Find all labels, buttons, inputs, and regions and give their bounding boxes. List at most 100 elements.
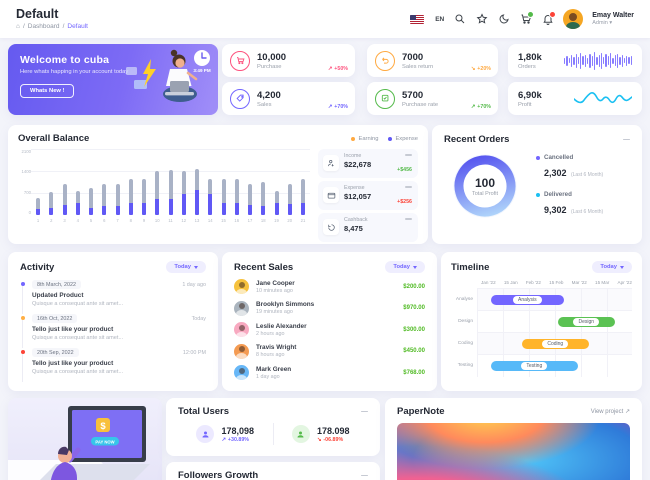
activity-item: 20th Sep, 2022 12:00 PM Tello just like … — [20, 348, 206, 382]
sales-icon — [230, 88, 250, 109]
sales-filter-dropdown[interactable]: Today — [385, 261, 425, 273]
balance-bar: 15 — [221, 149, 227, 223]
profit-label: Profit — [518, 101, 532, 108]
sale-row: Leslie Alexander 2 hours ago $300.00 — [234, 322, 425, 337]
sales-return-icon — [375, 50, 395, 71]
welcome-illustration: 3:49 PM — [126, 49, 211, 102]
user-avatar[interactable] — [563, 9, 584, 29]
balance-bars: 1 2 3 4 5 6 7 8 9 10 11 12 13 14 15 16 17 18 19 20 21 — [31, 149, 310, 223]
timeline-card: Timeline Today Jan '22 15 Jan Feb '22 15 Fe… — [441, 252, 642, 391]
overall-balance-card: Overall Balance Earning Expense 2100 1400… — [8, 125, 428, 244]
balance-bar: 20 — [287, 149, 293, 223]
language-label[interactable]: EN — [435, 15, 445, 23]
profit-sparkline — [574, 91, 632, 103]
sale-row: Travis Wright 8 hours ago $450.00 — [234, 343, 425, 359]
gantt-row: Testing Testing — [451, 353, 632, 377]
welcome-subtitle: Here whats happing in your account today — [20, 69, 129, 75]
trend-down-icon: ↘ — [470, 66, 476, 72]
gantt-bar: Analysis — [490, 294, 564, 305]
language-flag-icon[interactable] — [410, 14, 425, 24]
delivered-dot — [536, 192, 540, 197]
activity-when: 12:00 PM — [182, 349, 206, 356]
home-icon[interactable]: ⌂ — [16, 23, 20, 31]
cart-icon[interactable] — [519, 10, 535, 26]
dollar-icon: $ — [100, 421, 106, 432]
notification-badge — [549, 10, 557, 18]
welcome-title: Welcome to cuba — [20, 54, 110, 66]
moon-icon[interactable] — [497, 13, 510, 26]
stat-trend-badge: ↘ +20% — [470, 66, 491, 72]
followers-growth-card: Followers Growth — [166, 462, 380, 480]
balance-bar: 8 — [128, 149, 134, 223]
activity-filter-dropdown[interactable]: Today — [166, 261, 206, 273]
card-menu-icon[interactable] — [623, 138, 630, 141]
pay-now-button-label: PAY NOW — [95, 439, 114, 444]
chevron-down-icon — [194, 265, 198, 269]
stat-card: 5700 Purchase rate ↗ +70% — [367, 82, 498, 115]
user-menu[interactable]: Emay Walter Admin ▾ — [592, 12, 634, 26]
legend-cancelled: Cancelled 2,302 (Last 6 Month) — [536, 154, 603, 181]
card-menu-icon[interactable] — [361, 474, 368, 477]
purchase-icon — [230, 50, 250, 71]
breadcrumb-current: Default — [67, 23, 88, 31]
activity-title: Tello just like your product — [32, 360, 114, 367]
page-title: Default — [16, 6, 59, 21]
timeline-filter-dropdown[interactable]: Today — [592, 261, 632, 273]
activity-item: 16th Oct, 2022 Today Tello just like you… — [20, 314, 206, 348]
donut-center: 100 Total Profit — [452, 153, 518, 219]
balance-bar: 9 — [141, 149, 147, 223]
activity-when: 1 day ago — [182, 281, 206, 288]
header-left: Default ⌂ / Dashboard / Default — [16, 6, 88, 31]
panel-menu-icon[interactable] — [405, 218, 412, 220]
gantt-bar: Design — [557, 316, 615, 327]
orders-label: Orders — [518, 63, 536, 70]
cancelled-dot — [536, 155, 540, 160]
gantt-bar: Coding — [521, 338, 589, 349]
legend-delivered: Delivered 9,302 (Last 6 Month) — [536, 191, 603, 218]
card-title: Recent Orders — [444, 134, 510, 145]
activity-dot — [20, 316, 25, 320]
balance-bar: 13 — [194, 149, 200, 223]
sale-amount: $200.00 — [403, 283, 425, 290]
recent-orders-card: Recent Orders 100 Total Profi — [432, 125, 642, 244]
view-project-link[interactable]: View project ↗ — [590, 409, 630, 415]
balance-legend: Earning Expense — [351, 136, 418, 142]
panel-menu-icon[interactable] — [405, 186, 412, 188]
stat-trend-badge: ↗ +70% — [470, 104, 491, 110]
balance-yticks: 2100 1400 700 0 — [21, 149, 31, 215]
card-title: Followers Growth — [178, 470, 259, 480]
star-icon[interactable] — [475, 13, 488, 26]
panel-menu-icon[interactable] — [405, 154, 412, 156]
stat-value: 10,000 — [257, 51, 287, 63]
search-icon[interactable] — [453, 13, 466, 26]
balance-bar: 5 — [88, 149, 94, 223]
balance-chart: 2100 1400 700 0 1 2 3 4 5 6 7 8 9 10 11 12 13 14 15 16 17 18… — [18, 149, 310, 242]
bell-icon[interactable] — [541, 10, 557, 26]
header-actions: EN Emay Walter Admin ▾ — [410, 9, 634, 29]
card-menu-icon[interactable] — [361, 410, 368, 413]
activity-date: 8th March, 2022 — [32, 280, 81, 289]
gantt-row: Analyse Analysis — [451, 287, 632, 311]
stat-label: Sales return — [402, 63, 434, 70]
trend-down-icon: ↘ — [316, 436, 322, 443]
breadcrumb-dashboard[interactable]: Dashboard — [27, 23, 60, 31]
user-name: Emay Walter — [592, 11, 634, 19]
whats-new-button[interactable]: Whats New ! — [20, 84, 75, 98]
income-icon — [323, 155, 339, 171]
card-title: Overall Balance — [18, 133, 90, 144]
expense-panel: Expense $12,057 +$256 — [318, 181, 418, 210]
sale-amount: $970.00 — [403, 305, 425, 311]
income-panel: Income $22,678 +$456 — [318, 149, 418, 178]
user-stat: 178.098 ↘ -06.89% — [274, 425, 369, 443]
activity-desc: Quisque a consequat ante sit amet... — [32, 301, 124, 307]
balance-bar: 6 — [101, 149, 107, 223]
stat-label: Sales — [257, 101, 272, 108]
recent-sales-card: Recent Sales Today Jane Cooper 10 minutes… — [222, 252, 437, 391]
stat-trend-badge: ↗ +50% — [327, 66, 348, 72]
card-title: Recent Sales — [234, 261, 294, 273]
stat-label: Purchase — [257, 63, 282, 70]
pay-illustration: $ PAY NOW — [8, 406, 150, 480]
balance-side-panels: Income $22,678 +$456 Expense $12,057 +$2… — [318, 149, 418, 242]
sale-row: Jane Cooper 10 minutes ago $200.00 — [234, 279, 425, 294]
